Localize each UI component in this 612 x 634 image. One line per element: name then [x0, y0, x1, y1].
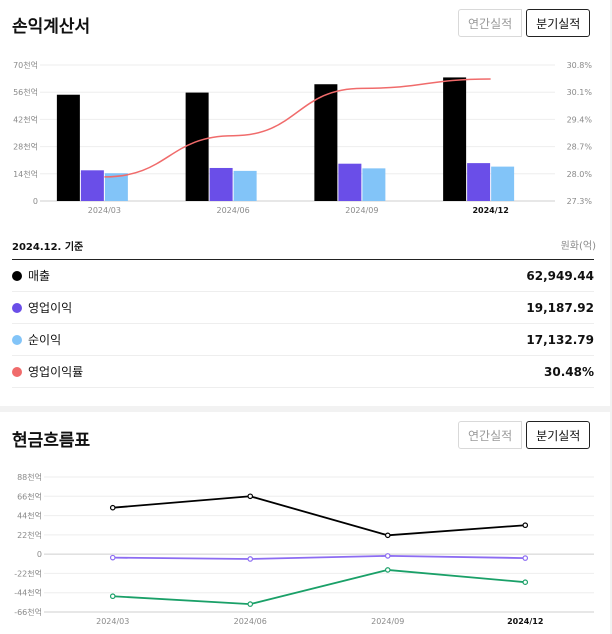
y-tick-label: 44천억 — [17, 511, 42, 521]
y-tick-label: 70천억 — [13, 60, 38, 70]
y-tick-label: 42천억 — [13, 114, 38, 124]
x-tick-label: 2024/03 — [88, 206, 121, 215]
legend-label-net-income: 순이익 — [28, 333, 62, 347]
legend-label-sales: 매출 — [28, 269, 51, 283]
bar-sales — [443, 77, 467, 201]
basis-date: 2024.12. 기준 — [12, 242, 84, 253]
legend-value-net-income: 17,132.79 — [526, 332, 594, 347]
cashflow-point — [522, 555, 529, 561]
cashflow-quarterly-tab[interactable]: 분기실적 — [526, 421, 591, 449]
bar-sales — [185, 92, 209, 201]
y-tick-label: -22천억 — [14, 568, 42, 578]
unit-label: 원화(억) — [560, 241, 596, 252]
y-tick-label: -44천억 — [14, 588, 42, 598]
cashflow-point — [109, 504, 116, 511]
income-statement-card: 손익계산서 연간실적 분기실적 0 14천억 28천억 42천억 56천억 70천억 27.… — [0, 0, 610, 406]
income-chart: 0 14천억 28천억 42천억 56천억 70천억 27.3% 28.0% 28.7% 29.4… — [13, 60, 593, 215]
y2-tick-label: 27.3% — [567, 197, 593, 206]
x-tick-label: 2024/09 — [345, 206, 378, 215]
legend-divider — [12, 323, 594, 324]
legend-top-rule — [12, 259, 594, 260]
x-tick-label: 2024/06 — [217, 206, 250, 215]
y-tick-label: 0 — [37, 550, 42, 559]
bar-sales — [56, 94, 80, 201]
y2-tick-label: 29.4% — [567, 115, 593, 124]
legend-value-operating-margin: 30.48% — [544, 364, 594, 379]
legend-row-net-income: 순이익 17,132.79 — [12, 324, 594, 355]
y2-tick-label: 30.1% — [567, 88, 593, 97]
legend-divider — [12, 355, 594, 356]
bar-operating-profit — [80, 170, 104, 201]
cashflow-point — [247, 556, 254, 562]
income-statement-title: 손익계산서 — [12, 17, 91, 37]
y-tick-label: 28천억 — [13, 142, 38, 152]
y2-tick-label: 28.7% — [567, 143, 593, 152]
bar-net-income — [233, 170, 257, 201]
legend-label-operating-profit: 영업이익 — [28, 301, 73, 315]
legend-label-operating-margin: 영업이익률 — [28, 365, 84, 379]
legend-value-sales: 62,949.44 — [526, 268, 594, 283]
y-tick-label: 22천억 — [17, 530, 42, 540]
cashflow-point — [247, 601, 254, 607]
cash-flow-title: 현금흐름표 — [12, 431, 91, 451]
operating-margin-line — [104, 78, 491, 178]
y-tick-label: 56천억 — [13, 87, 38, 97]
cashflow-point — [522, 579, 529, 585]
cashflow-point — [109, 554, 116, 561]
y-tick-label: 14천억 — [13, 169, 38, 179]
cashflow-line-1 — [112, 554, 526, 560]
bar-net-income — [104, 173, 128, 201]
operating-profit-dot-icon — [12, 302, 22, 313]
cashflow-point — [384, 567, 391, 573]
bar-operating-profit — [338, 163, 362, 201]
x-tick-label: 2024/09 — [371, 617, 404, 626]
bar-net-income — [491, 166, 515, 201]
cashflow-point — [522, 522, 529, 529]
legend-divider — [12, 291, 594, 292]
y2-tick-label: 30.8% — [567, 61, 593, 70]
legend-value-operating-profit: 19,187.92 — [526, 300, 594, 315]
bar-net-income — [362, 168, 386, 201]
bar-operating-profit — [467, 163, 491, 201]
sales-dot-icon — [12, 270, 22, 281]
legend-bottom-rule — [12, 387, 594, 388]
cashflow-annual-tab[interactable]: 연간실적 — [458, 421, 523, 449]
y-tick-label: -66천억 — [14, 607, 42, 617]
y-tick-label: 66천억 — [17, 491, 42, 501]
x-tick-label: 2024/06 — [234, 617, 267, 626]
legend-row-operating-profit: 영업이익 19,187.92 — [12, 292, 594, 323]
operating-margin-dot-icon — [12, 366, 22, 377]
cashflow-point — [384, 553, 391, 559]
x-tick-label: 2024/03 — [96, 617, 129, 626]
cash-flow-chart: -66천억 -44천억 -22천억 0 22천억 44천억 66천억 88천억 2024/03 2… — [14, 472, 594, 626]
bar-operating-profit — [209, 167, 233, 201]
cashflow-period-toggle: 연간실적 분기실적 — [458, 421, 591, 449]
net-income-dot-icon — [12, 334, 22, 345]
bar-sales — [314, 84, 338, 201]
legend-row-sales: 매출 62,949.44 — [12, 260, 594, 291]
cashflow-point — [109, 593, 116, 600]
cashflow-line-2 — [112, 569, 526, 606]
income-period-toggle: 연간실적 분기실적 — [458, 9, 591, 37]
legend-row-operating-margin: 영업이익률 30.48% — [12, 356, 594, 387]
income-annual-tab[interactable]: 연간실적 — [458, 9, 523, 37]
cash-flow-card: 현금흐름표 연간실적 분기실적 -66천억 -44천억 -22천억 0 22천억 44천억… — [0, 412, 610, 634]
y-tick-label: 0 — [33, 197, 38, 206]
x-tick-label: 2024/12 — [507, 617, 543, 626]
x-tick-label: 2024/12 — [472, 206, 508, 215]
y-tick-label: 88천억 — [17, 472, 42, 482]
cashflow-line-0 — [112, 495, 526, 537]
y2-tick-label: 28.0% — [567, 170, 593, 179]
cashflow-point — [247, 493, 254, 500]
income-quarterly-tab[interactable]: 분기실적 — [526, 9, 591, 37]
cashflow-point — [384, 532, 391, 539]
